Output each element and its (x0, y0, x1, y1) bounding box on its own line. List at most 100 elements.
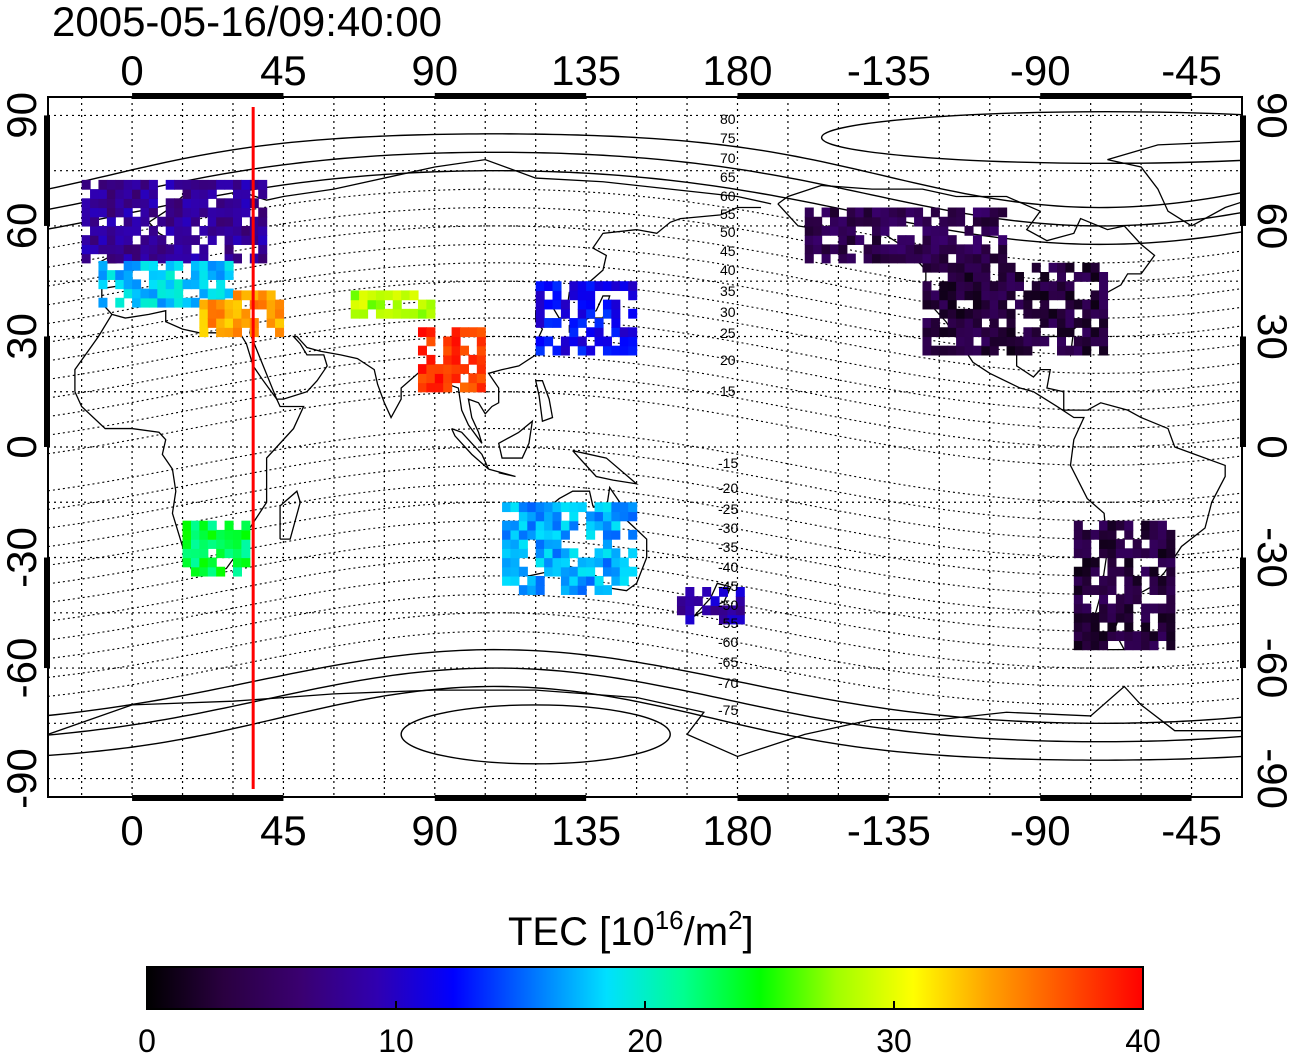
tec-cell (1115, 548, 1125, 559)
tec-cell (922, 235, 932, 245)
tec-cell (241, 318, 251, 328)
tec-cell (956, 308, 966, 319)
tec-cell (518, 548, 528, 559)
tec-cell (560, 345, 570, 356)
tec-cell (123, 288, 133, 299)
tec-cell (735, 587, 745, 597)
tec-cell (535, 345, 545, 356)
tec-cell (224, 198, 234, 209)
tec-cell (182, 529, 192, 540)
tec-cell (829, 244, 839, 255)
tec-cell (1082, 557, 1092, 568)
tec-cell (930, 207, 940, 218)
tec-cell (527, 502, 537, 513)
tec-cell (577, 345, 587, 356)
tec-cell (510, 575, 520, 586)
tec-cell (232, 179, 242, 190)
tec-cell (216, 288, 226, 299)
tec-cell (964, 262, 974, 273)
tec-cell (998, 336, 1008, 347)
mag-contour (48, 428, 1242, 503)
colorbar-tick-label: 30 (876, 1023, 912, 1057)
tec-cell (628, 308, 638, 319)
tec-cell (905, 207, 915, 218)
tec-cell (569, 336, 579, 347)
tec-cell (1014, 281, 1024, 292)
tec-cell (1073, 272, 1083, 282)
tec-cell (972, 318, 982, 328)
tec-cell (224, 216, 234, 227)
tec-cell (1048, 318, 1058, 328)
tec-cell (1166, 566, 1176, 577)
tec-cell (1149, 566, 1159, 577)
tec-cell (702, 587, 712, 597)
tec-cell (199, 279, 209, 290)
tec-cell (426, 373, 436, 384)
tec-cell (476, 345, 486, 356)
tec-cell (241, 529, 251, 540)
tec-cell (216, 279, 226, 290)
tec-cell (502, 575, 512, 586)
tec-cell (1082, 272, 1092, 282)
tec-cell (174, 235, 184, 245)
contour-label: 80 (720, 111, 736, 127)
tec-cell (829, 225, 839, 236)
tec-cell (199, 189, 209, 199)
tec-cell (989, 308, 999, 319)
tec-cell (106, 216, 116, 227)
contour-label: -50 (718, 597, 738, 613)
tec-cell (544, 539, 554, 549)
coastline (48, 685, 1242, 758)
tec-cell (232, 253, 242, 264)
tec-cell (1157, 575, 1167, 586)
tec-cell (115, 244, 125, 255)
colorbar-tick-label: 20 (627, 1023, 663, 1057)
tec-cell (718, 587, 729, 597)
contour-label: 35 (720, 283, 736, 299)
colorbar-tick-label: 0 (138, 1023, 156, 1057)
mag-contour (48, 556, 1242, 632)
tec-cell (1107, 529, 1117, 540)
tec-cell (863, 244, 873, 255)
tec-cell (115, 253, 125, 264)
tec-cell (602, 529, 612, 540)
tec-cell (98, 225, 108, 236)
tec-cell (1057, 262, 1067, 273)
lat-label-right: 0 (1249, 435, 1292, 458)
tec-cell (216, 529, 226, 540)
tec-cell (577, 502, 587, 513)
tec-cell (586, 557, 596, 568)
tec-cell (569, 327, 579, 338)
colorbar-tick-label: 40 (1125, 1023, 1161, 1057)
tec-cell (552, 290, 562, 301)
tec-cell (981, 345, 991, 356)
tec-cell (981, 225, 991, 236)
mag-contour (48, 667, 1242, 743)
tec-cell (897, 216, 907, 227)
tec-cell (897, 253, 907, 264)
tec-cell (628, 511, 638, 522)
tec-cell (216, 539, 226, 549)
tec-cell (922, 225, 932, 236)
tec-cell (1099, 548, 1109, 559)
tec-cell (232, 189, 242, 199)
tec-cell (972, 262, 982, 273)
tec-cell (224, 225, 234, 236)
tec-cell (199, 566, 209, 577)
tec-cell (685, 614, 695, 625)
tec-cell (216, 198, 226, 209)
tec-cell (426, 336, 436, 347)
tec-cell (199, 318, 209, 328)
tec-cell (956, 272, 966, 282)
tec-cell (266, 308, 276, 319)
tec-cell (628, 345, 638, 356)
tec-cell (602, 308, 612, 319)
tec-cell (981, 207, 991, 218)
tec-cell (174, 279, 184, 290)
tec-cell (174, 260, 184, 271)
tec-cell (174, 244, 184, 255)
timestamp-title: 2005-05-16/09:40:00 (52, 0, 442, 45)
tec-cell (905, 235, 915, 245)
tec-cell (232, 539, 242, 549)
tec-cell (939, 262, 949, 273)
